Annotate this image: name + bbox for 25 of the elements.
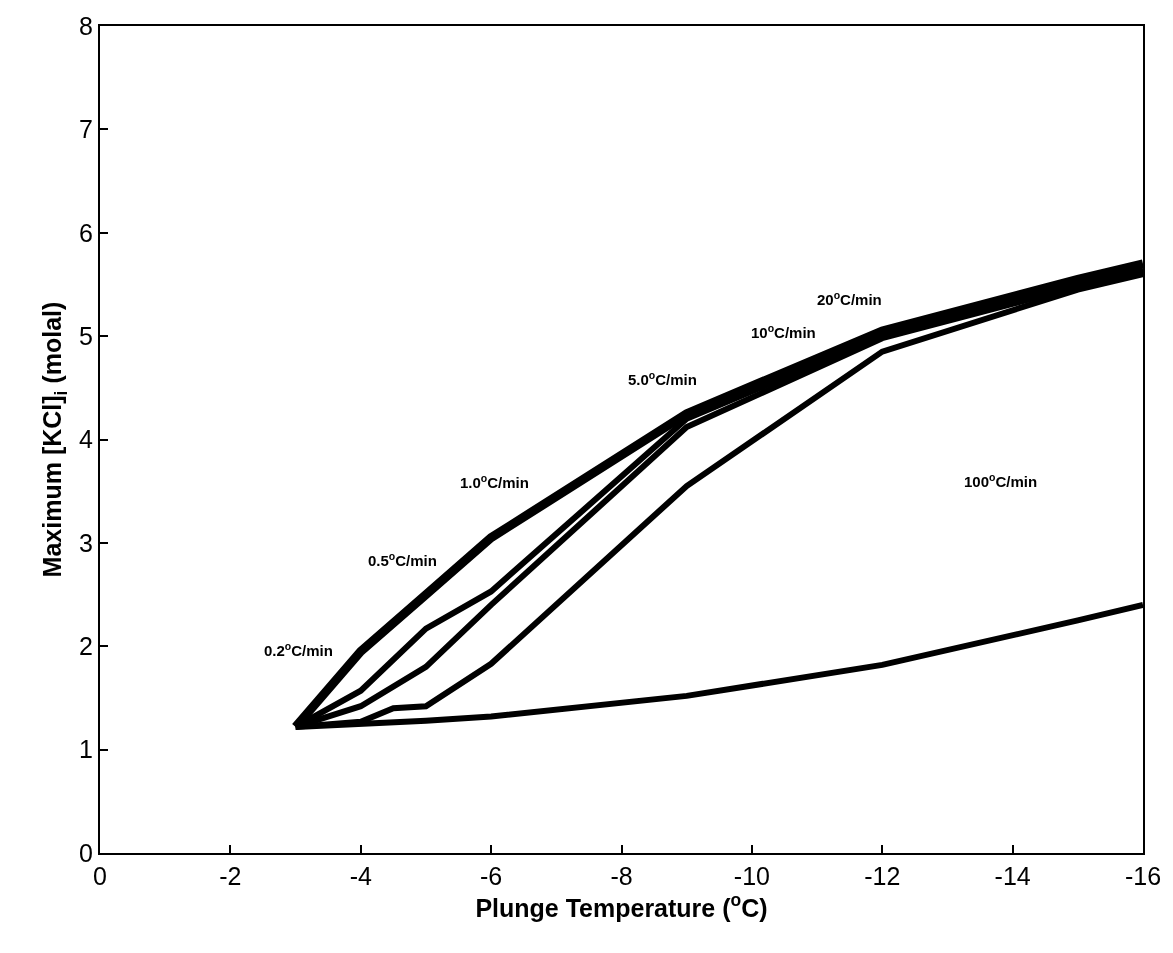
annotation: 5.0$^{o}$C/min [628, 369, 697, 389]
annotation: 100$^{o}$C/min [964, 471, 1038, 491]
y-tick-label: 2 [79, 632, 93, 660]
annotation: 10$^{o}$C/min [751, 322, 816, 342]
annotation: 0.5$^{o}$C/min [368, 550, 437, 570]
x-tick-label: -4 [349, 862, 372, 890]
y-tick-label: 8 [79, 11, 93, 40]
y-tick-label: 5 [79, 321, 93, 350]
x-tick-label: -10 [733, 862, 770, 890]
y-tick-label: 4 [79, 425, 94, 454]
x-tick-label: -2 [219, 862, 242, 890]
x-tick-label: -6 [480, 862, 503, 890]
x-tick-label: -8 [610, 862, 633, 890]
annotation: 20$^{o}$C/min [817, 289, 882, 309]
x-tick-label: -14 [994, 862, 1031, 890]
y-tick-label: 0 [79, 838, 93, 867]
x-tick-label: -16 [1124, 862, 1162, 890]
y-tick-label: 6 [79, 218, 93, 247]
x-tick-label: -12 [864, 862, 901, 890]
y-tick-label: 3 [79, 528, 93, 557]
annotation: 1.0$^{o}$C/min [460, 472, 529, 492]
x-axis-title: Plunge Temperature ($^{o}$C) [475, 890, 768, 922]
y-tick-label: 1 [79, 735, 93, 764]
annotation: 0.2$^{o}$C/min [264, 640, 333, 660]
y-tick-label: 7 [79, 115, 93, 144]
